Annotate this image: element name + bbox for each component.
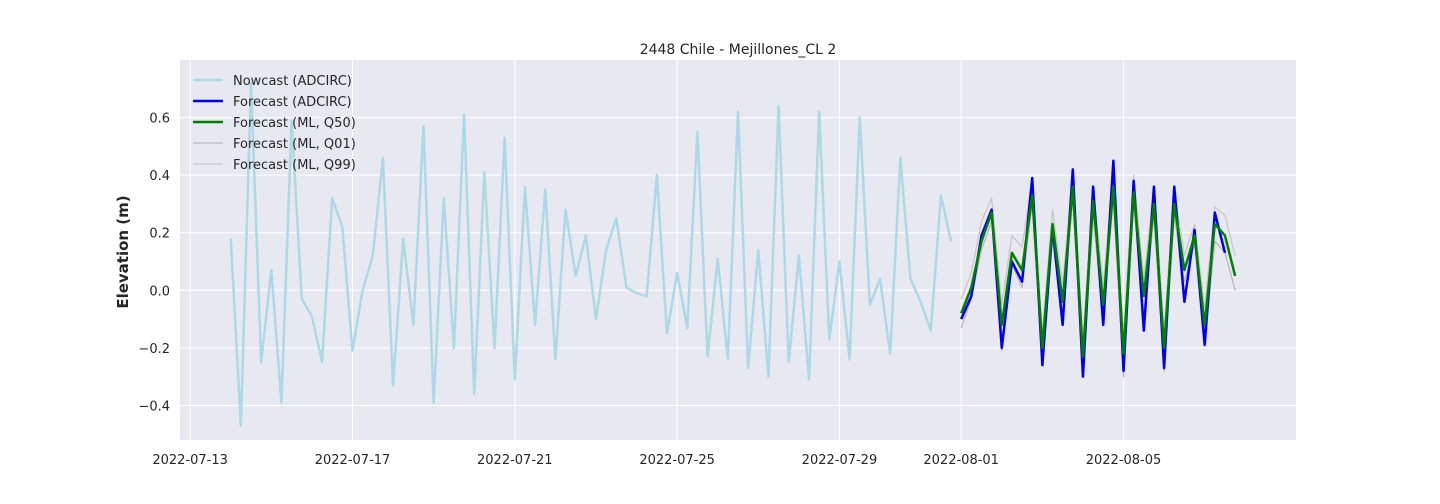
- legend-label: Forecast (ML, Q99): [233, 158, 356, 173]
- y-tick-label: 0.4: [149, 169, 170, 184]
- y-tick-label: 0.0: [149, 284, 170, 299]
- series-line-1: [960, 159, 1227, 378]
- series-lines: [229, 81, 1237, 427]
- x-tick-label: 2022-07-29: [802, 453, 878, 468]
- x-tick-label: 2022-08-05: [1086, 453, 1162, 468]
- x-tick-label: 2022-07-13: [152, 453, 228, 468]
- y-tick-label: −0.4: [138, 399, 170, 414]
- x-tick-label: 2022-07-17: [315, 453, 391, 468]
- x-tick-label: 2022-07-21: [477, 453, 553, 468]
- legend-label: Forecast (ML, Q01): [233, 137, 356, 152]
- legend-label: Nowcast (ADCIRC): [233, 74, 352, 89]
- x-tick-label: 2022-08-01: [923, 453, 999, 468]
- y-axis-label: Elevation (m): [114, 195, 132, 308]
- y-tick-label: −0.2: [138, 342, 170, 357]
- y-tick-label: 0.6: [149, 112, 170, 127]
- series-line-2: [960, 185, 1237, 358]
- tick-labels: 2022-07-13 2022-07-17 2022-07-21 2022-07-25…: [138, 112, 1161, 468]
- chart-title: 2448 Chile - Mejillones_CL 2: [640, 42, 837, 58]
- legend-label: Forecast (ML, Q50): [233, 116, 356, 131]
- y-tick-label: 0.2: [149, 227, 170, 242]
- x-tick-label: 2022-07-25: [639, 453, 715, 468]
- legend-label: Forecast (ADCIRC): [233, 95, 352, 110]
- legend: Nowcast (ADCIRC) Forecast (ADCIRC) Forecas…: [193, 74, 356, 173]
- series-line-0: [229, 81, 953, 427]
- series-line-4: [960, 171, 1236, 340]
- grid-lines: [180, 60, 1296, 440]
